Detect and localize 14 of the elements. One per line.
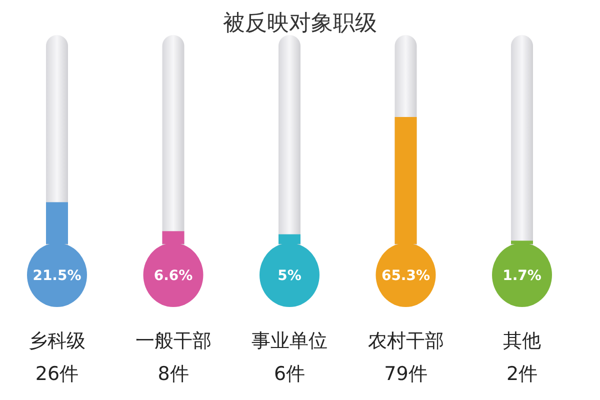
x-tick-label: 乡科级 26件	[28, 330, 86, 385]
bar	[162, 231, 184, 244]
x-tick-label: 农村干部 79件	[368, 330, 444, 385]
bar	[278, 234, 300, 244]
data-label: 1.7%	[502, 268, 542, 284]
chart-title: 被反映对象职级	[223, 11, 377, 36]
data-label: 6.6%	[154, 268, 193, 284]
data-label: 21.5%	[32, 268, 82, 284]
x-tick-label: 一般干部 8件	[135, 330, 212, 385]
data-label: 65.3%	[381, 268, 430, 284]
x-tick-label: 其他 2件	[503, 330, 541, 385]
bar	[511, 240, 533, 244]
x-tick-label: 事业单位 6件	[252, 330, 328, 385]
data-label: 5%	[278, 268, 302, 284]
